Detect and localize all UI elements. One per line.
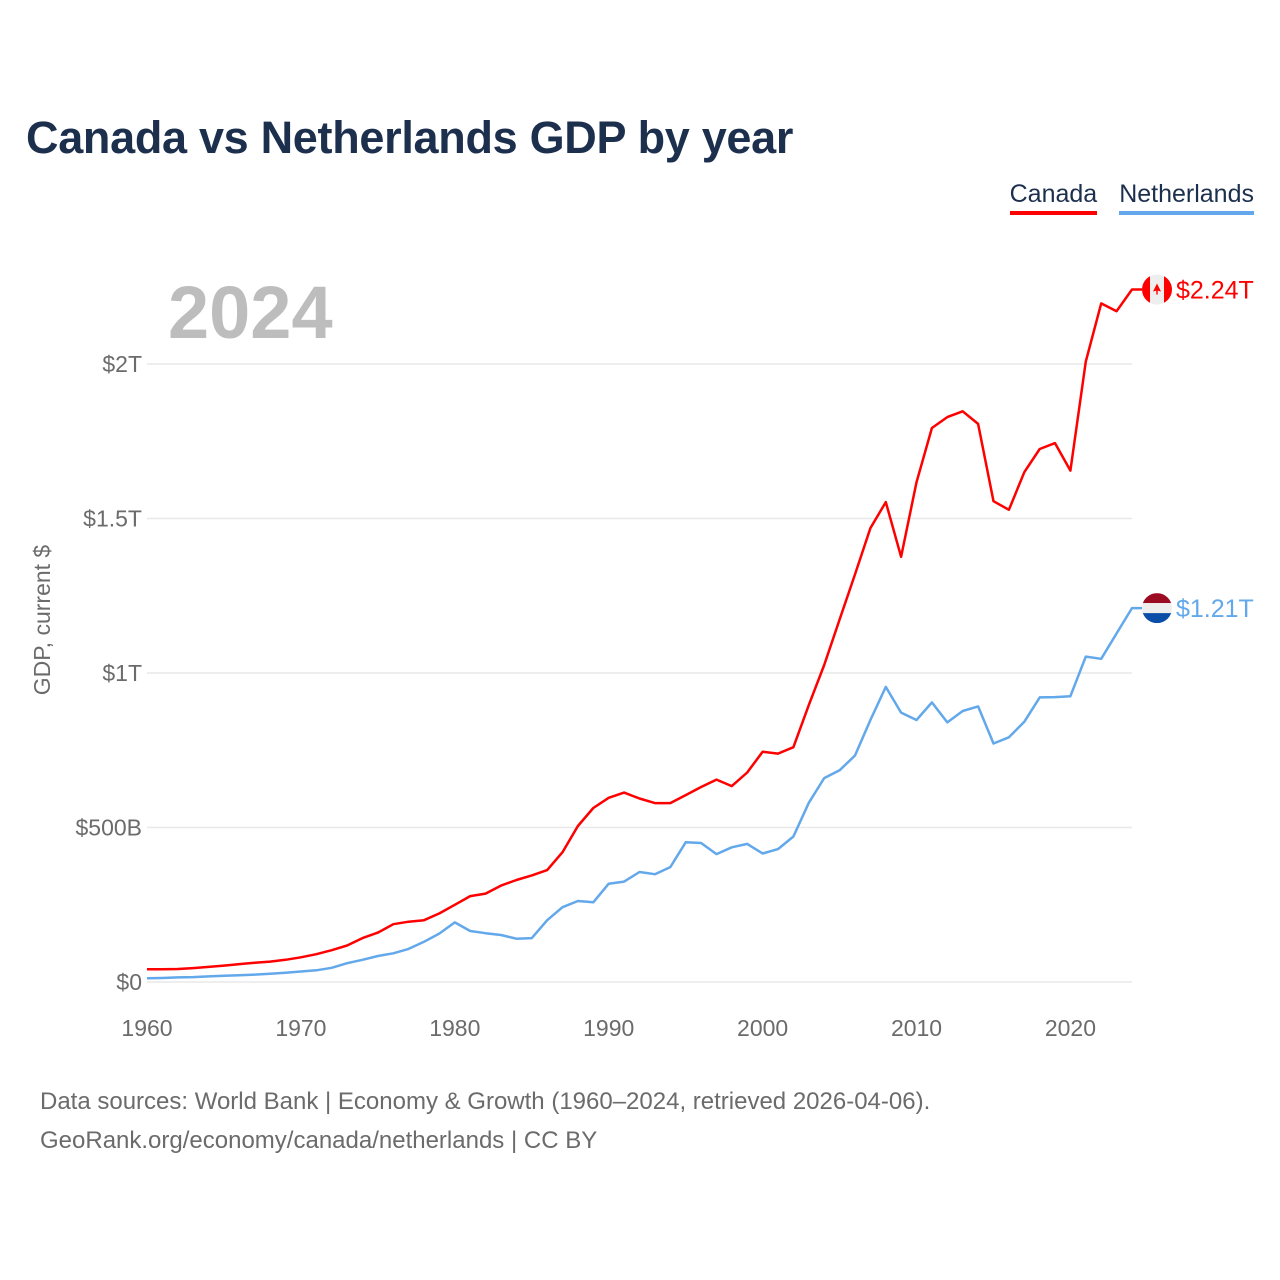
- flag-body: [1142, 274, 1172, 305]
- flag-red: [1142, 593, 1172, 604]
- y-tick-label: $2T: [102, 351, 142, 377]
- end-value-label-netherlands: $1.21T: [1176, 595, 1254, 623]
- y-axis-label: GDP, current $: [29, 545, 55, 696]
- x-tick-label: 1980: [429, 1015, 480, 1041]
- series-line-netherlands: [146, 606, 1142, 980]
- x-tick-label: 2020: [1045, 1015, 1096, 1041]
- y-tick-label: $1.5T: [83, 506, 142, 532]
- flag-canada-icon: [1142, 274, 1172, 305]
- flag-blue: [1142, 613, 1172, 624]
- x-tick-label: 1990: [583, 1015, 634, 1041]
- maple-leaf-stem: [1156, 290, 1158, 295]
- y-tick-label: $500B: [75, 815, 142, 841]
- data-source-text: Data sources: World Bank | Economy & Gro…: [40, 1088, 931, 1115]
- chart-title: Canada vs Netherlands GDP by year: [26, 112, 794, 163]
- flag-body: [1142, 593, 1172, 624]
- x-tick-label: 1960: [121, 1015, 172, 1041]
- x-tick-label: 2010: [891, 1015, 942, 1041]
- y-tick-label: $0: [116, 969, 142, 995]
- year-display: 2024: [168, 271, 333, 354]
- flag-white: [1142, 603, 1172, 614]
- legend: Canada Netherlands: [1009, 180, 1254, 215]
- end-value-label-canada: $2.24T: [1176, 277, 1254, 305]
- x-tick-label: 2000: [737, 1015, 788, 1041]
- maple-leaf-icon: [1153, 283, 1161, 292]
- flag-netherlands-icon: [1142, 593, 1172, 624]
- flag-red-right: [1164, 274, 1172, 305]
- series-line-canada: [147, 288, 1142, 971]
- legend-item-canada[interactable]: Canada: [1009, 180, 1098, 215]
- footer: Data sources: World Bank | Economy & Gro…: [40, 1082, 930, 1160]
- attribution-link[interactable]: GeoRank.org/economy/canada/netherlands |…: [40, 1127, 598, 1154]
- legend-item-netherlands[interactable]: Netherlands: [1119, 180, 1254, 215]
- flag-red-left: [1142, 274, 1150, 305]
- y-tick-label: $1T: [102, 660, 142, 686]
- x-tick-label: 1970: [275, 1015, 326, 1041]
